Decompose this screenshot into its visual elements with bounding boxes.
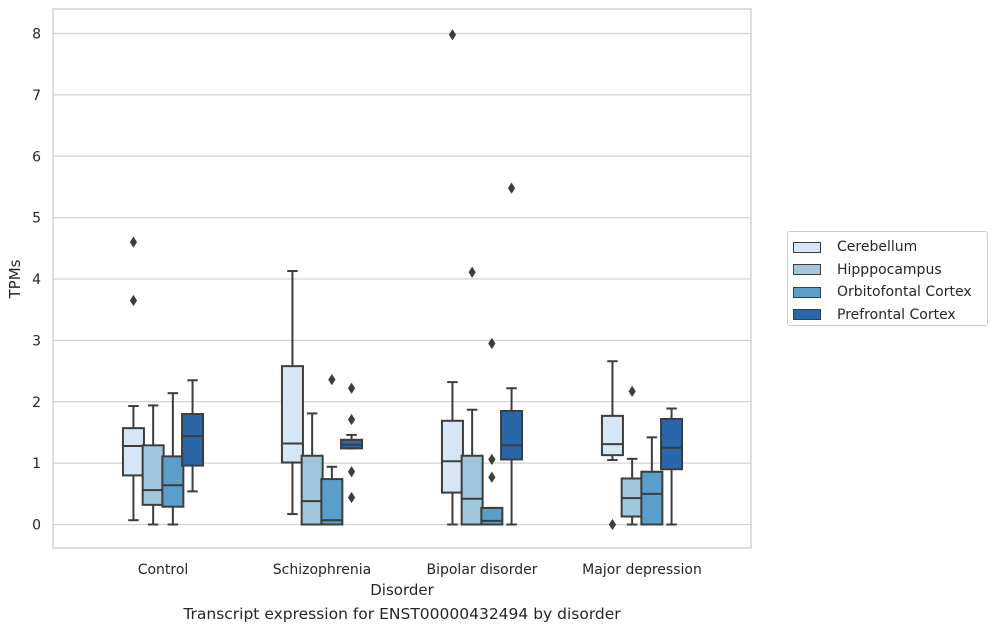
x-tick-label: Bipolar disorder xyxy=(426,562,537,578)
iqr-box xyxy=(320,478,344,526)
box-cerebellum xyxy=(280,270,304,516)
iqr-box xyxy=(121,427,145,477)
iqr-box xyxy=(181,413,205,467)
iqr-box xyxy=(300,454,324,526)
outlier-point xyxy=(328,373,336,386)
outlier-point xyxy=(129,294,138,307)
legend-swatch xyxy=(793,241,821,253)
x-tick-label: Control xyxy=(138,562,189,578)
box-hipppocampus xyxy=(141,404,165,526)
iqr-box xyxy=(500,409,524,461)
y-tick-label: 4 xyxy=(32,272,41,288)
box-prefrontal-cortex xyxy=(660,407,684,526)
box-prefrontal-cortex xyxy=(500,182,524,526)
y-tick-label: 7 xyxy=(32,88,41,104)
box-cerebellum xyxy=(600,360,624,531)
outlier-point xyxy=(488,453,496,466)
box-orbitofontal-cortex xyxy=(480,337,504,526)
legend: Cerebellum Hipppocampus Orbitofontal Cor… xyxy=(787,231,988,326)
outlier-point xyxy=(628,385,636,398)
outlier-point xyxy=(347,382,356,394)
outlier-point xyxy=(488,471,496,483)
legend-swatch xyxy=(793,286,821,298)
y-tick-label: 1 xyxy=(32,456,41,472)
legend-item: Hipppocampus xyxy=(793,259,987,282)
legend-item: Orbitofontal Cortex xyxy=(793,281,987,304)
iqr-box xyxy=(640,470,664,526)
box-hipppocampus xyxy=(460,266,484,526)
y-tick-label: 8 xyxy=(32,27,41,43)
outlier-point xyxy=(468,266,476,278)
x-tick-label: Schizophrenia xyxy=(273,562,371,578)
box-prefrontal-cortex xyxy=(340,382,364,504)
y-axis-ticks: 0 1 2 3 4 5 6 7 8 xyxy=(32,27,41,534)
legend-item: Cerebellum xyxy=(793,236,987,259)
y-tick-label: 5 xyxy=(32,211,41,227)
x-axis-title: Disorder xyxy=(370,581,434,599)
outlier-point xyxy=(347,413,356,426)
iqr-box xyxy=(460,454,484,526)
box-hipppocampus xyxy=(620,385,644,526)
box-cerebellum xyxy=(440,29,464,526)
outlier-point xyxy=(347,491,356,504)
iqr-box xyxy=(161,455,185,508)
box-prefrontal-cortex xyxy=(181,379,205,493)
box-orbitofontal-cortex xyxy=(161,392,185,526)
outlier-point xyxy=(507,182,516,194)
y-axis-title: TPMs xyxy=(6,259,24,299)
x-tick-label: Major depression xyxy=(582,562,702,578)
iqr-box xyxy=(280,365,304,464)
box-orbitofontal-cortex xyxy=(320,373,344,526)
outlier-point xyxy=(448,29,457,41)
chart-caption: Transcript expression for ENST0000043249… xyxy=(183,605,621,623)
box-hipppocampus xyxy=(300,412,324,526)
outlier-point xyxy=(347,466,356,478)
y-tick-label: 6 xyxy=(32,149,41,165)
legend-item: Prefrontal Cortex xyxy=(793,304,987,327)
x-axis-ticks: Control Schizophrenia Bipolar disorder Majo… xyxy=(138,562,702,578)
iqr-box xyxy=(600,414,624,457)
legend-swatch xyxy=(793,264,821,276)
y-tick-label: 3 xyxy=(32,333,41,349)
iqr-box xyxy=(141,444,165,506)
iqr-box xyxy=(440,419,464,494)
box-orbitofontal-cortex xyxy=(640,436,664,526)
outlier-point xyxy=(608,518,617,531)
legend-label: Prefrontal Cortex xyxy=(837,306,956,323)
legend-label: Hipppocampus xyxy=(837,261,942,278)
legend-label: Orbitofontal Cortex xyxy=(837,284,972,301)
iqr-box xyxy=(660,417,684,471)
legend-label: Cerebellum xyxy=(837,239,918,256)
outlier-point xyxy=(129,236,138,248)
y-tick-label: 2 xyxy=(32,395,41,411)
iqr-box xyxy=(480,506,504,526)
plot-frame xyxy=(52,8,752,549)
legend-swatch xyxy=(793,309,821,321)
box-layer xyxy=(121,29,684,531)
outlier-point xyxy=(488,337,496,350)
y-tick-label: 0 xyxy=(32,518,41,534)
